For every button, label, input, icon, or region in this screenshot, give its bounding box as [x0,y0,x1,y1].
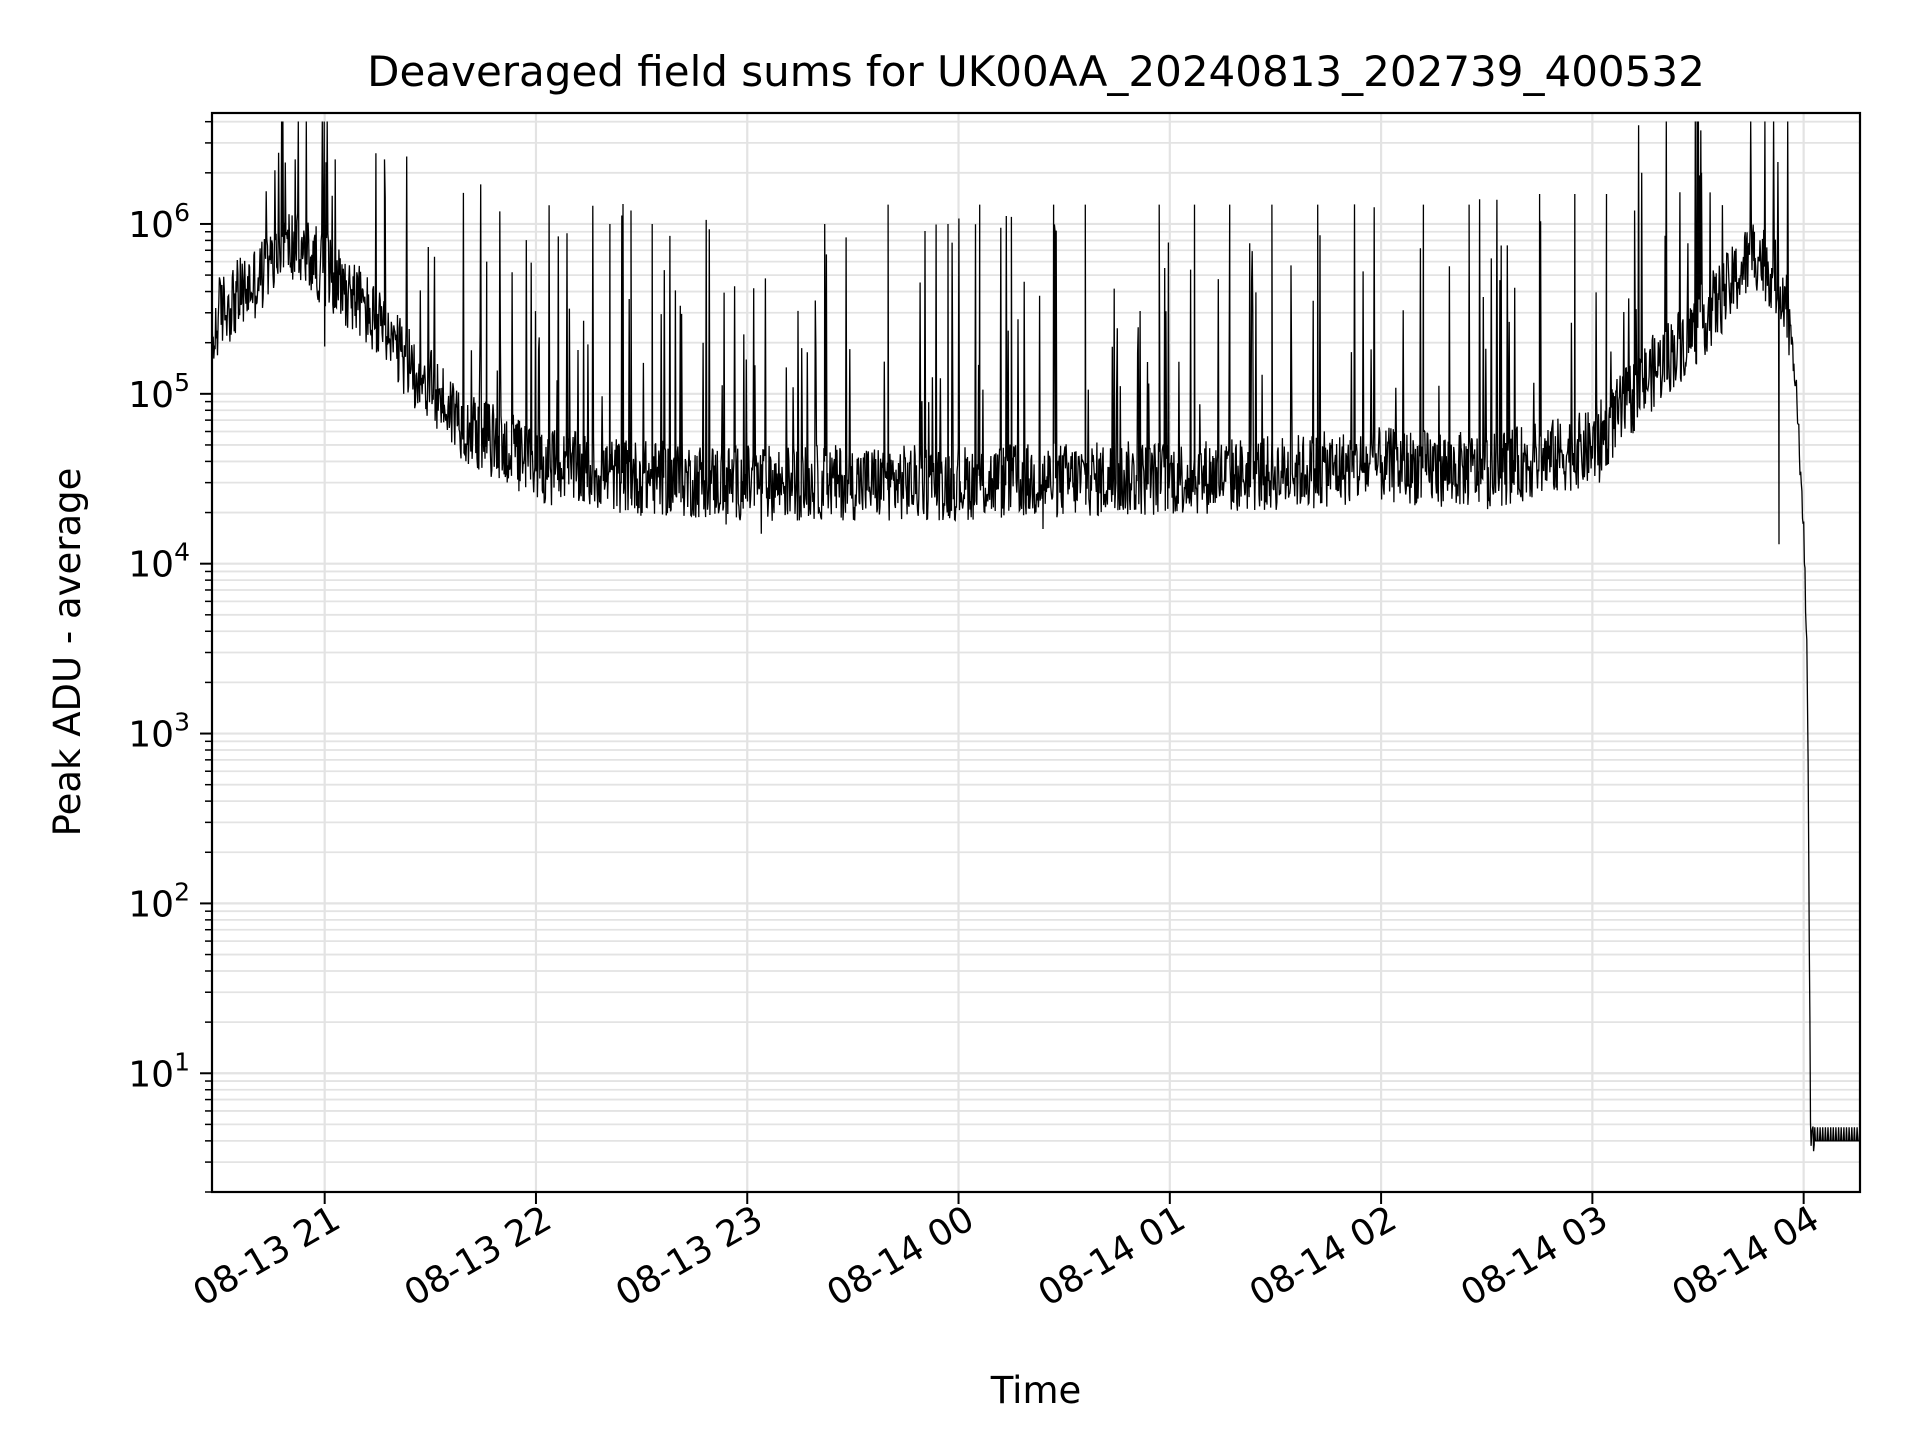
chart-title: Deaveraged field sums for UK00AA_2024081… [367,47,1705,96]
y-tick-base: 10 [128,545,174,586]
series-line [211,121,1861,1152]
plot-area [211,121,1861,1152]
y-tick-label: 105 [128,368,190,416]
y-tick-label: 101 [128,1047,190,1095]
y-tick-exponent: 1 [174,1047,190,1076]
y-tick-base: 10 [128,375,174,416]
y-tick-label: 103 [128,708,190,756]
y-tick-label: 102 [128,877,190,925]
y-tick-exponent: 6 [174,198,190,227]
y-tick-exponent: 2 [174,877,190,906]
y-tick-base: 10 [128,1054,174,1095]
y-tick-exponent: 4 [174,538,190,567]
y-tick-label: 104 [128,538,190,586]
y-axis-label: Peak ADU - average [46,468,89,837]
y-tick-exponent: 5 [174,368,190,397]
x-axis-label: Time [990,1369,1082,1412]
y-tick-base: 10 [128,205,174,246]
y-tick-label: 106 [128,198,190,246]
y-tick-exponent: 3 [174,708,190,737]
y-tick-base: 10 [128,884,174,925]
y-tick-base: 10 [128,715,174,756]
